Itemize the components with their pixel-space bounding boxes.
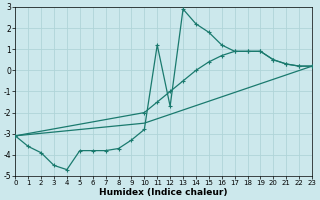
X-axis label: Humidex (Indice chaleur): Humidex (Indice chaleur) [100,188,228,197]
